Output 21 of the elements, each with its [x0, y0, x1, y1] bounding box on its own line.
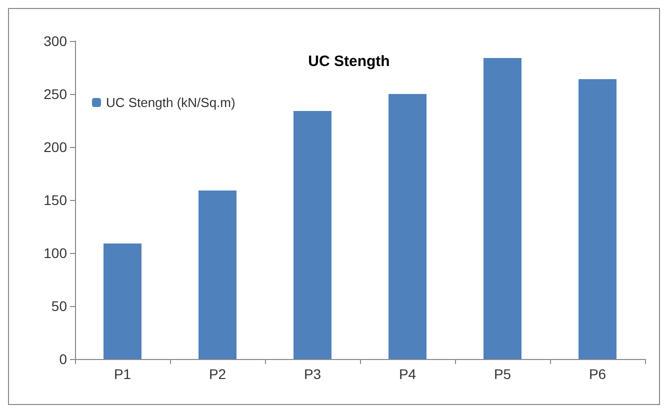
bar: [104, 243, 142, 359]
y-tick-label: 250: [44, 86, 68, 102]
x-tick-label: P4: [398, 366, 416, 382]
y-tick-label: 50: [51, 298, 68, 314]
x-tick-label: P2: [208, 366, 226, 382]
y-tick-label: 0: [59, 351, 68, 367]
y-tick-label: 200: [44, 139, 68, 155]
y-tick-label: 300: [44, 33, 68, 49]
x-tick-label: P1: [114, 366, 132, 382]
bar: [198, 190, 236, 359]
y-tick-label: 150: [44, 192, 68, 208]
x-tick-label: P3: [304, 366, 322, 382]
legend-label: UC Stength (kN/Sq.m): [106, 95, 236, 110]
bar: [484, 58, 522, 359]
bar: [294, 110, 332, 359]
text: UC Stength: [308, 53, 390, 70]
y-tick-label: 100: [44, 245, 68, 261]
x-tick-label: P5: [494, 366, 512, 382]
x-tick-label: P6: [588, 366, 606, 382]
bar: [578, 79, 616, 359]
bar: [388, 94, 426, 359]
